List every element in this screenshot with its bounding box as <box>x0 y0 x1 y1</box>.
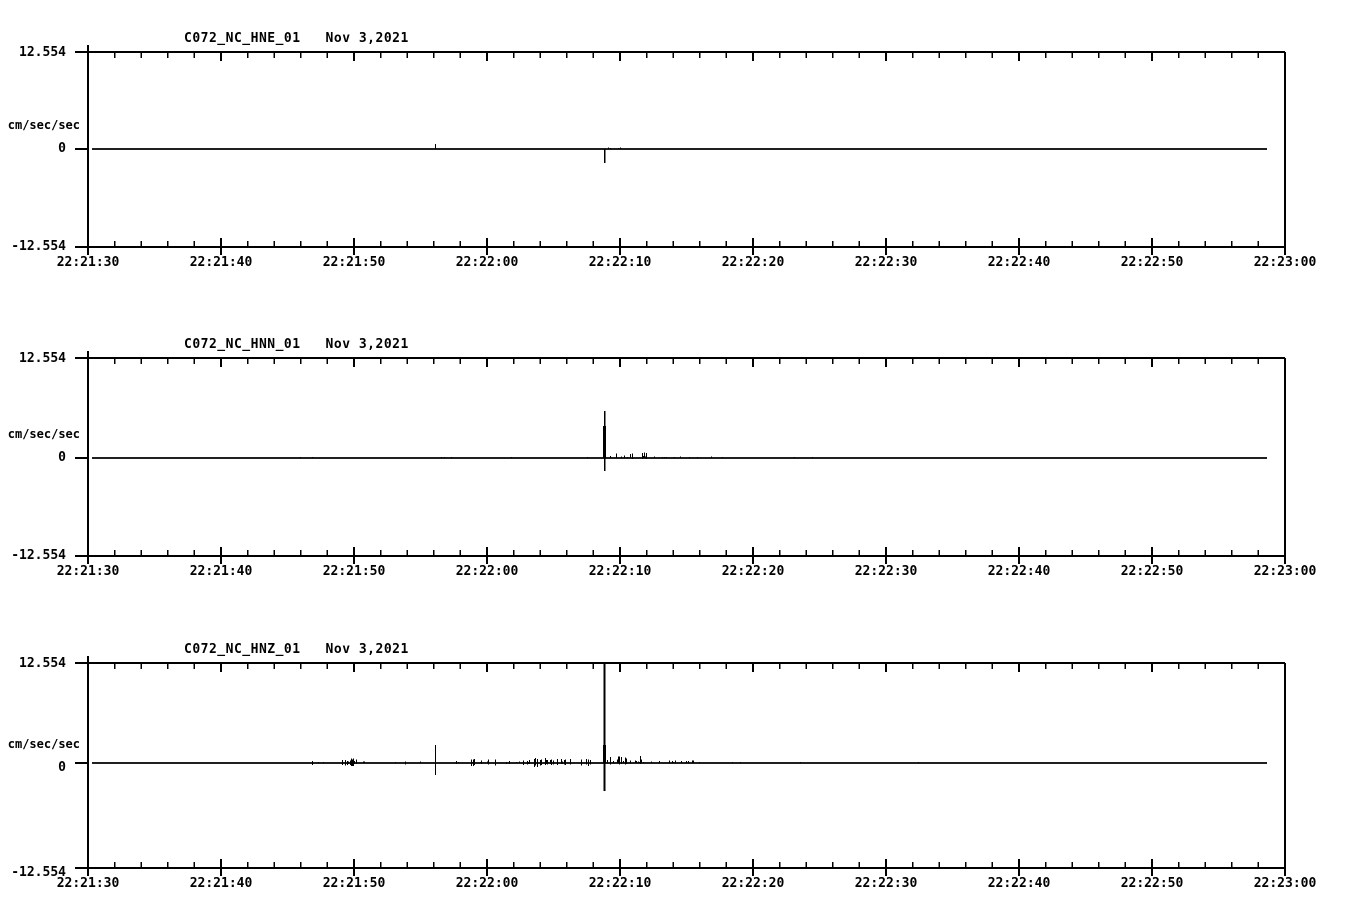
panel-hnn-yticks <box>75 357 88 557</box>
x-axis-tick-label: 22:22:20 <box>721 876 785 891</box>
x-axis-tick-label: 22:22:20 <box>721 564 785 579</box>
x-axis-tick-label: 22:21:30 <box>56 255 120 270</box>
x-axis-tick-label: 22:21:30 <box>56 564 120 579</box>
x-axis-tick-label: 22:23:00 <box>1253 255 1317 270</box>
x-axis-tick-label: 22:22:30 <box>854 876 918 891</box>
panel-hne: C072_NC_HNE_01 Nov 3,2021 12.554 cm/sec/… <box>0 0 1358 300</box>
panel-hnz-ticks <box>87 663 1286 876</box>
x-axis-tick-label: 22:21:30 <box>56 876 120 891</box>
x-axis-tick-label: 22:22:20 <box>721 255 785 270</box>
panel-hnz-unit-label: cm/sec/sec <box>7 737 80 751</box>
x-axis-tick-label: 22:22:10 <box>588 876 652 891</box>
panel-hnn-plot-area <box>75 351 1286 564</box>
x-axis-tick-label: 22:21:40 <box>189 255 253 270</box>
x-axis-tick-label: 22:22:00 <box>455 255 519 270</box>
x-axis-tick-label: 22:23:00 <box>1253 564 1317 579</box>
panel-hnz-title: C072_NC_HNZ_01 Nov 3,2021 <box>184 642 409 657</box>
panel-hnz-ytick-top: 12.554 <box>19 656 66 671</box>
panel-hnz-ytick-bot: -12.554 <box>11 865 66 880</box>
panel-hnn: C072_NC_HNN_01 Nov 3,2021 12.554 cm/sec/… <box>0 306 1358 606</box>
panel-hnz-ytick-mid: 0 <box>58 760 66 775</box>
panel-hnn-title: C072_NC_HNN_01 Nov 3,2021 <box>184 337 409 352</box>
x-axis-tick-label: 22:22:50 <box>1120 876 1184 891</box>
x-axis-tick-label: 22:23:00 <box>1253 876 1317 891</box>
panel-hnz-trace <box>92 663 1267 791</box>
x-axis-tick-label: 22:22:30 <box>854 564 918 579</box>
panel-hnn-frame <box>75 351 1286 563</box>
x-axis-tick-label: 22:22:40 <box>987 876 1051 891</box>
x-axis-tick-label: 22:22:10 <box>588 255 652 270</box>
panel-hne-unit-label: cm/sec/sec <box>7 118 80 132</box>
x-axis-tick-label: 22:21:50 <box>322 255 386 270</box>
panel-hnz-plot-area <box>75 656 1286 876</box>
x-axis-tick-label: 22:22:50 <box>1120 255 1184 270</box>
x-axis-tick-label: 22:22:00 <box>455 876 519 891</box>
panel-hnn-ytick-bot: -12.554 <box>11 548 66 563</box>
panel-hnn-ticks <box>87 358 1286 564</box>
panel-hnn-trace <box>92 411 1267 471</box>
panel-hne-ytick-mid: 0 <box>58 141 66 156</box>
panel-hne-yticks <box>75 51 88 248</box>
x-axis-tick-label: 22:21:40 <box>189 876 253 891</box>
panel-hne-ticks <box>87 52 1286 255</box>
x-axis-tick-label: 22:21:50 <box>322 876 386 891</box>
x-axis-tick-label: 22:22:30 <box>854 255 918 270</box>
panel-hne-ytick-top: 12.554 <box>19 45 66 60</box>
panel-hne-trace <box>92 144 1267 163</box>
x-axis-tick-label: 22:22:40 <box>987 564 1051 579</box>
panel-hne-title: C072_NC_HNE_01 Nov 3,2021 <box>184 31 409 46</box>
panel-hnn-unit-label: cm/sec/sec <box>7 427 80 441</box>
panel-hnn-ytick-top: 12.554 <box>19 351 66 366</box>
x-axis-tick-label: 22:22:00 <box>455 564 519 579</box>
x-axis-tick-label: 22:22:10 <box>588 564 652 579</box>
panel-hnz-frame <box>75 656 1286 875</box>
panel-hnz-yticks <box>75 662 88 869</box>
panel-hnn-ytick-mid: 0 <box>58 450 66 465</box>
panel-hne-ytick-bot: -12.554 <box>11 239 66 254</box>
x-axis-tick-label: 22:21:40 <box>189 564 253 579</box>
x-axis-tick-label: 22:21:50 <box>322 564 386 579</box>
x-axis-tick-label: 22:22:40 <box>987 255 1051 270</box>
panel-hnz: C072_NC_HNZ_01 Nov 3,2021 12.554 cm/sec/… <box>0 611 1358 924</box>
panel-hne-plot-area <box>75 45 1286 255</box>
x-axis-tick-label: 22:22:50 <box>1120 564 1184 579</box>
